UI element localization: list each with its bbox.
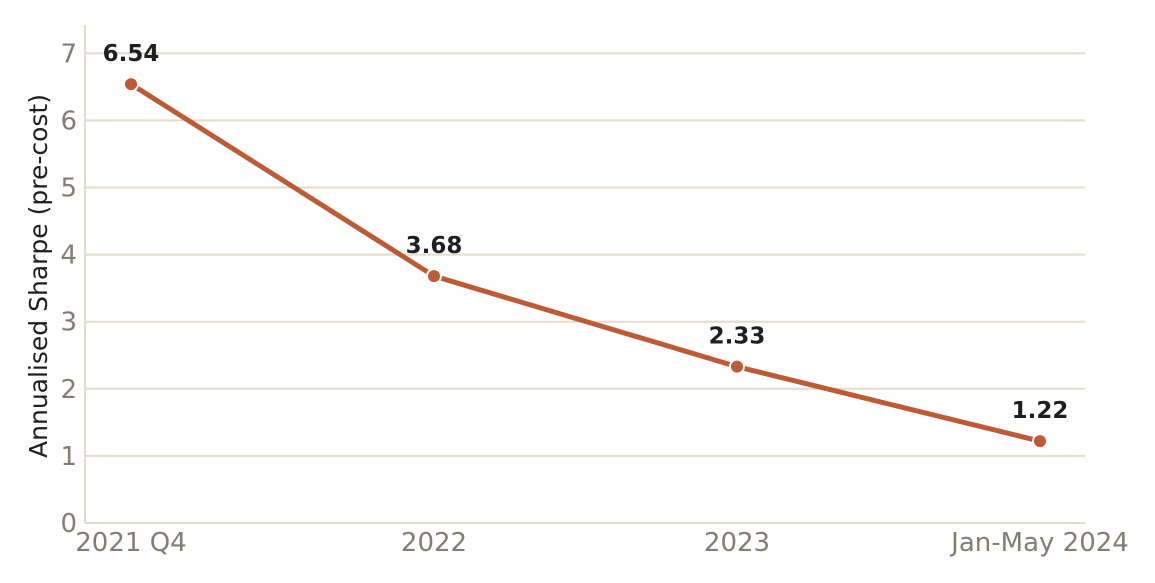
series-line <box>128 81 1043 444</box>
data-points <box>123 76 1048 450</box>
x-tick-label-1: 2022 <box>401 528 467 558</box>
y-tick-label-0: 0 <box>60 509 77 539</box>
data-point-1 <box>426 268 442 285</box>
axes <box>84 25 1085 524</box>
y-tick-label-4: 4 <box>60 241 77 271</box>
data-point-2 <box>729 358 745 375</box>
y-tick-label-2: 2 <box>60 375 77 405</box>
y-tick-label-1: 1 <box>60 442 77 472</box>
data-label-1: 3.68 <box>406 233 463 259</box>
data-label-0: 6.54 <box>103 41 160 67</box>
y-tick-label-7: 7 <box>60 39 77 69</box>
x-tick-label-0: 2021 Q4 <box>75 528 186 558</box>
data-labels: 6.54 3.68 2.33 1.22 <box>103 41 1069 424</box>
y-tick-label-6: 6 <box>60 106 77 136</box>
y-tick-label-5: 5 <box>60 174 77 204</box>
y-tick-label-3: 3 <box>60 308 77 338</box>
x-tick-labels: 2021 Q4 2022 2023 Jan-May 2024 <box>75 528 1129 558</box>
x-tick-label-3: Jan-May 2024 <box>949 528 1129 558</box>
data-point-3 <box>1032 433 1048 450</box>
series-line-path <box>128 81 1043 444</box>
y-axis-label: Annualised Sharpe (pre-cost) <box>24 94 53 458</box>
data-point-0 <box>123 76 139 93</box>
grid-lines <box>85 52 1085 457</box>
x-tick-label-2: 2023 <box>704 528 770 558</box>
y-tick-labels: 0 1 2 3 4 5 6 7 <box>60 39 77 539</box>
data-label-3: 1.22 <box>1012 398 1069 424</box>
data-label-2: 2.33 <box>709 324 766 350</box>
